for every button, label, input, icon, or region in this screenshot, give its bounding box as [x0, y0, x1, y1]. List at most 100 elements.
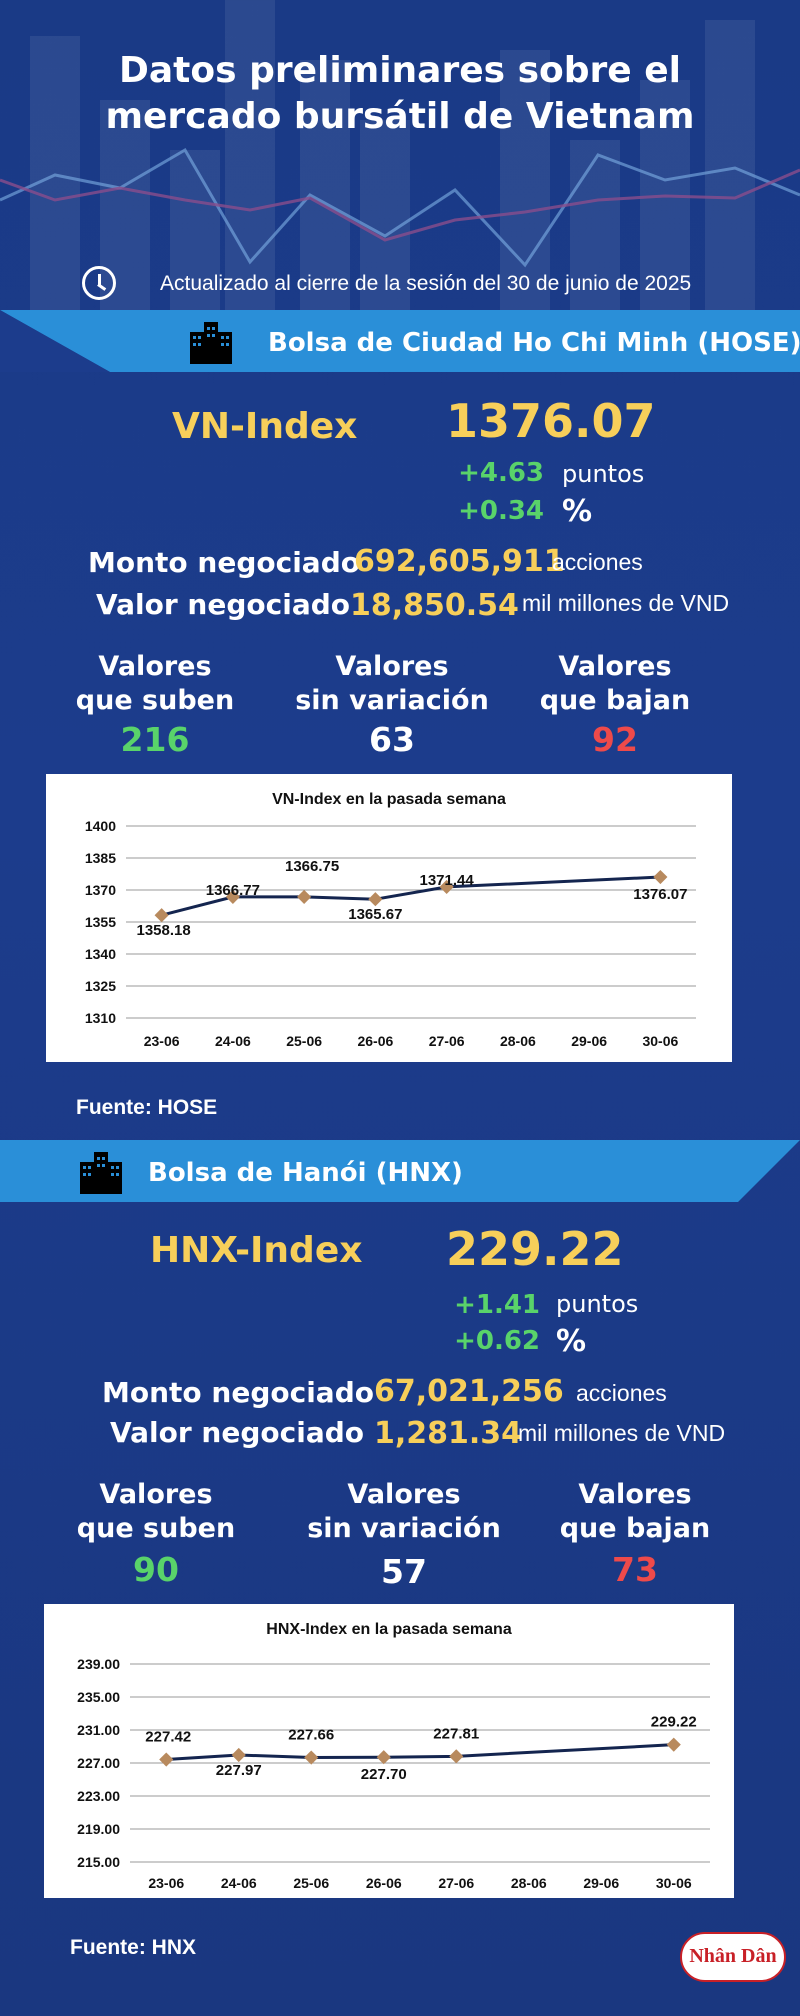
hose-chart: VN-Index en la pasada semana 1400 1385 1370… [46, 774, 732, 1062]
data-label: 227.70 [361, 1766, 407, 1783]
x-tick-label: 24-06 [215, 1033, 251, 1049]
data-label: 229.22 [651, 1714, 697, 1731]
hnx-change-points: +1.41 [454, 1290, 540, 1320]
x-tick-label: 23-06 [148, 1875, 184, 1891]
building-icon [190, 322, 232, 364]
hose-value-unit: mil millones de VND [522, 590, 730, 616]
header-background [0, 0, 800, 310]
header-decoration [0, 0, 800, 310]
hnx-index-value: 229.22 [446, 1222, 624, 1276]
hose-source: Fuente: HOSE [76, 1096, 218, 1119]
hose-volume-value: 692,605,911 [354, 544, 565, 579]
x-tick-label: 30-06 [656, 1875, 692, 1891]
data-label: 1365.67 [348, 906, 402, 923]
data-point [297, 889, 312, 905]
y-tick-label: 1370 [85, 882, 116, 898]
data-point [159, 1752, 174, 1767]
data-label: 227.97 [216, 1762, 262, 1779]
data-label: 227.66 [288, 1727, 334, 1744]
x-tick-label: 25-06 [286, 1033, 322, 1049]
y-tick-label: 215.00 [77, 1854, 120, 1870]
series-line [161, 875, 661, 917]
y-tick-label: 1385 [85, 850, 116, 866]
hose-value-value: 18,850.54 [350, 588, 519, 623]
hnx-volume-label: Monto negociado [102, 1376, 374, 1409]
hose-flat-count: 63 [369, 720, 415, 759]
hnx-up-count: 90 [133, 1550, 179, 1589]
hose-up-label: Valores que suben [75, 651, 235, 716]
y-tick-label: 227.00 [77, 1755, 120, 1771]
hose-pct-label: % [562, 494, 593, 529]
nhandan-logo: Nhân Dân [680, 1932, 786, 1982]
hose-banner-title: Bolsa de Ciudad Ho Chi Minh (HOSE) [268, 328, 800, 358]
data-label: 227.81 [433, 1725, 479, 1742]
data-label: 1376.07 [633, 886, 687, 903]
hnx-chart: HNX-Index en la pasada semana 239.00 235.0… [44, 1604, 734, 1898]
x-tick-label: 29-06 [583, 1875, 619, 1891]
data-point [368, 892, 383, 907]
hose-change-points: +4.63 [458, 458, 544, 488]
y-tick-label: 1355 [85, 914, 116, 930]
hnx-value-value: 1,281.34 [374, 1416, 523, 1451]
y-tick-label: 219.00 [77, 1821, 120, 1837]
data-label: 1366.77 [206, 882, 260, 899]
x-tick-label: 25-06 [293, 1875, 329, 1891]
hnx-volume-unit: acciones [576, 1380, 667, 1406]
data-point [653, 869, 668, 885]
hose-down-label: Valores que bajan [539, 651, 691, 716]
series-line [166, 1743, 674, 1762]
data-label: 1371.44 [420, 872, 475, 889]
x-tick-label: 27-06 [429, 1033, 465, 1049]
y-tick-label: 1340 [85, 946, 116, 962]
hnx-change-pct: +0.62 [454, 1326, 540, 1356]
hnx-value-unit: mil millones de VND [518, 1420, 726, 1446]
hnx-volume-value: 67,021,256 [374, 1374, 564, 1409]
x-tick-label: 24-06 [221, 1875, 257, 1891]
chart-title: HNX-Index en la pasada semana [266, 1621, 512, 1638]
y-tick-label: 231.00 [77, 1722, 120, 1738]
hnx-flat-count: 57 [381, 1552, 427, 1591]
x-tick-label: 28-06 [511, 1875, 547, 1891]
hose-down-count: 92 [592, 720, 638, 759]
building-icon [80, 1152, 122, 1194]
x-tick-label: 23-06 [144, 1033, 180, 1049]
y-tick-label: 1310 [85, 1010, 116, 1026]
hnx-source: Fuente: HNX [70, 1936, 196, 1959]
y-tick-label: 235.00 [77, 1689, 120, 1705]
hose-volume-label: Monto negociado [88, 546, 360, 579]
y-tick-label: 223.00 [77, 1788, 120, 1804]
hose-volume-unit: acciones [552, 549, 643, 575]
title-line-1: Datos preliminares sobre el [119, 50, 681, 91]
hose-index-name: VN-Index [172, 406, 358, 447]
x-tick-label: 27-06 [438, 1875, 474, 1891]
hnx-flat-label: Valores sin variación [307, 1479, 501, 1544]
hose-up-count: 216 [120, 720, 190, 759]
hnx-pct-label: % [556, 1324, 587, 1359]
hose-index-value: 1376.07 [446, 394, 656, 448]
chart-title: VN-Index en la pasada semana [272, 791, 506, 808]
hose-flat-label: Valores sin variación [295, 651, 489, 716]
y-tick-label: 239.00 [77, 1656, 120, 1672]
hnx-up-label: Valores que suben [76, 1479, 236, 1544]
hnx-down-count: 73 [612, 1550, 658, 1589]
data-label: 227.42 [145, 1729, 191, 1746]
data-point [154, 908, 169, 923]
y-tick-label: 1400 [85, 818, 116, 834]
x-tick-label: 30-06 [642, 1033, 678, 1049]
clock-icon [82, 266, 116, 300]
hose-points-label: puntos [562, 460, 645, 488]
data-label: 1358.18 [137, 922, 191, 939]
page-title: Datos preliminares sobre el mercado burs… [0, 48, 800, 140]
hnx-points-label: puntos [556, 1290, 639, 1318]
data-point [666, 1737, 681, 1752]
hose-change-pct: +0.34 [458, 496, 544, 526]
updated-timestamp: Actualizado al cierre de la sesión del 3… [160, 272, 692, 295]
hnx-index-name: HNX-Index [150, 1230, 363, 1271]
data-point [376, 1750, 391, 1765]
x-tick-label: 29-06 [571, 1033, 607, 1049]
hnx-down-label: Valores que bajan [559, 1479, 711, 1544]
hnx-banner-title: Bolsa de Hanói (HNX) [148, 1158, 463, 1188]
x-tick-label: 28-06 [500, 1033, 536, 1049]
data-label: 1366.75 [285, 858, 339, 875]
data-point [231, 1747, 246, 1763]
